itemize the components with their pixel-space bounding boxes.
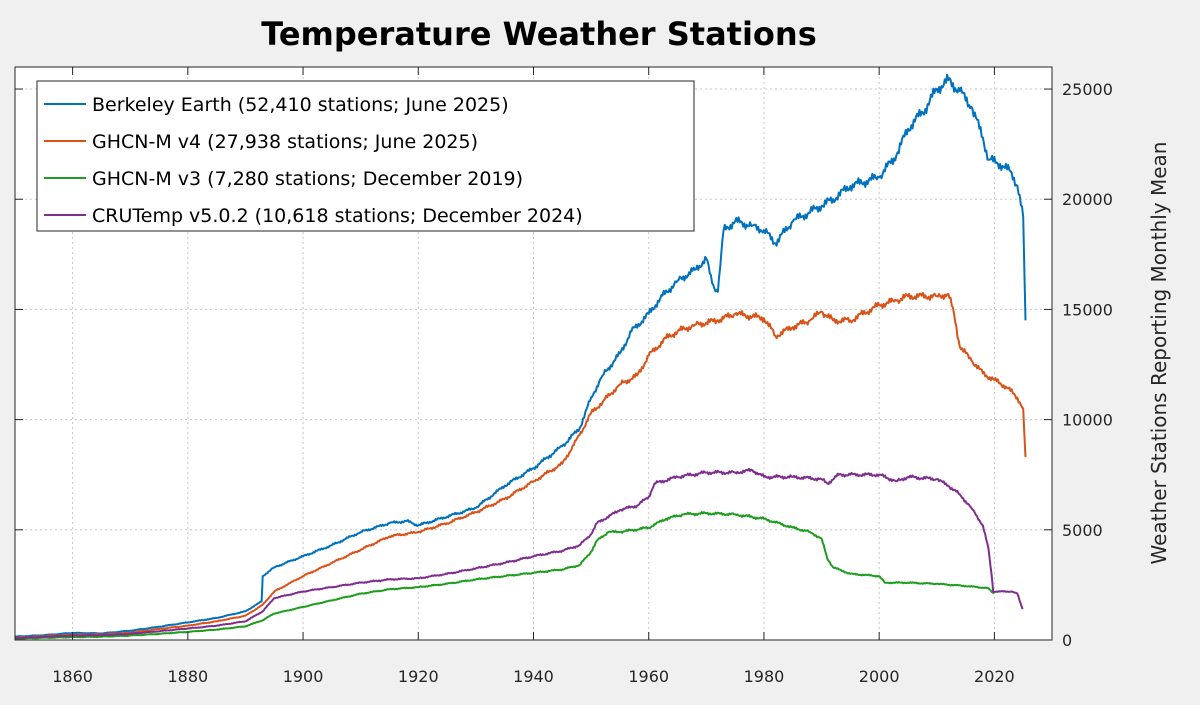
y-tick-label: 25000 xyxy=(1062,80,1113,99)
chart-title: Temperature Weather Stations xyxy=(261,15,816,53)
legend-label: GHCN-M v3 (7,280 stations; December 2019… xyxy=(92,168,523,190)
axis-ticks: 1860 1880 1900 1920 1940 1960 1980 2000 2020 0 500… xyxy=(15,67,1113,686)
legend-label: GHCN-M v4 (27,938 stations; June 2025) xyxy=(92,131,478,153)
x-tick-label: 1960 xyxy=(628,667,669,686)
series-layer xyxy=(14,73,1027,640)
x-tick-label: 1900 xyxy=(283,667,324,686)
y-tick-label: 20000 xyxy=(1062,190,1113,209)
series-line xyxy=(14,73,1027,638)
y-axis-label: Weather Stations Reporting Monthly Mean xyxy=(1147,142,1171,565)
x-tick-label: 1880 xyxy=(167,667,208,686)
x-tick-label: 1920 xyxy=(398,667,439,686)
x-tick-label: 1940 xyxy=(513,667,554,686)
legend-label: CRUTemp v5.0.2 (10,618 stations; Decembe… xyxy=(92,205,583,227)
y-tick-label: 5000 xyxy=(1062,521,1103,540)
series-line xyxy=(14,467,1024,640)
x-tick-label: 2020 xyxy=(974,667,1015,686)
y-tick-label: 15000 xyxy=(1062,300,1113,319)
series-line xyxy=(15,511,995,640)
x-tick-label: 1860 xyxy=(52,667,93,686)
x-tick-label: 2000 xyxy=(859,667,900,686)
legend: Berkeley Earth (52,410 stations; June 20… xyxy=(36,80,695,232)
x-tick-label: 1980 xyxy=(744,667,785,686)
series-line xyxy=(14,291,1027,639)
legend-box xyxy=(36,80,695,232)
y-tick-label: 10000 xyxy=(1062,411,1113,430)
legend-label: Berkeley Earth (52,410 stations; June 20… xyxy=(92,94,509,116)
y-tick-label: 0 xyxy=(1062,631,1072,650)
